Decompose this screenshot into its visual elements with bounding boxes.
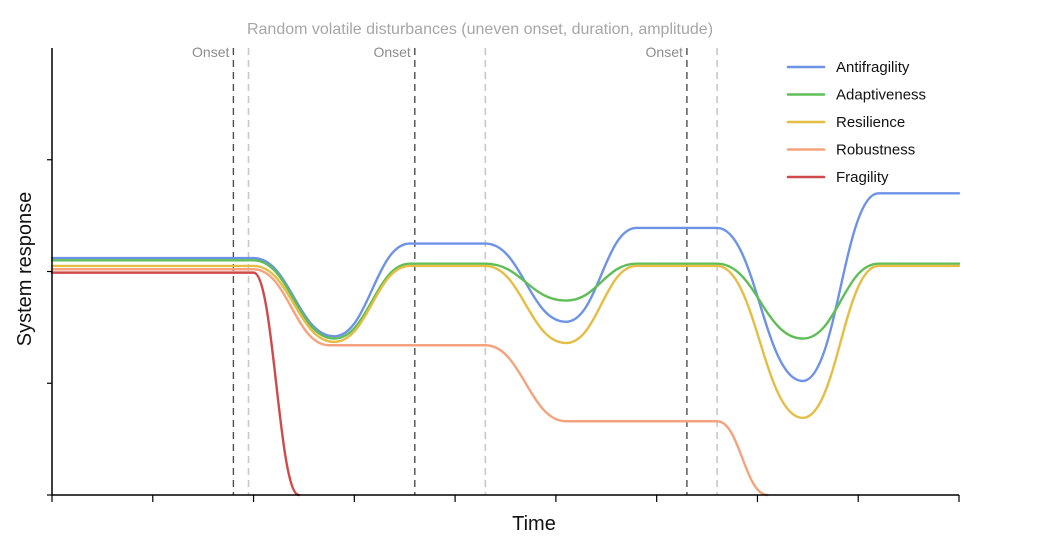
x-axis-title: Time <box>512 513 556 535</box>
onset-label-1: Onset <box>192 44 229 60</box>
legend: Antifragility Adaptiveness Resilience Robus… <box>786 59 926 186</box>
series-line-fragility <box>50 271 301 497</box>
legend-label-adaptiveness: Adaptiveness <box>836 87 926 104</box>
series-line-robustness <box>50 268 769 497</box>
axes <box>47 48 960 502</box>
chart-subtitle: Random volatile disturbances (uneven ons… <box>247 21 713 38</box>
legend-label-antifragility: Antifragility <box>836 59 910 76</box>
disturbance-lines: Onset Onset Onset <box>192 44 718 495</box>
y-axis-title: System response <box>14 192 36 347</box>
onset-label-3: Onset <box>646 44 683 60</box>
legend-label-fragility: Fragility <box>836 169 889 186</box>
legend-label-resilience: Resilience <box>836 114 905 131</box>
legend-label-robustness: Robustness <box>836 142 915 159</box>
onset-label-2: Onset <box>373 44 410 60</box>
series-line-resilience <box>50 264 961 420</box>
series-lines <box>50 192 961 497</box>
series-line-adaptiveness <box>50 259 961 340</box>
